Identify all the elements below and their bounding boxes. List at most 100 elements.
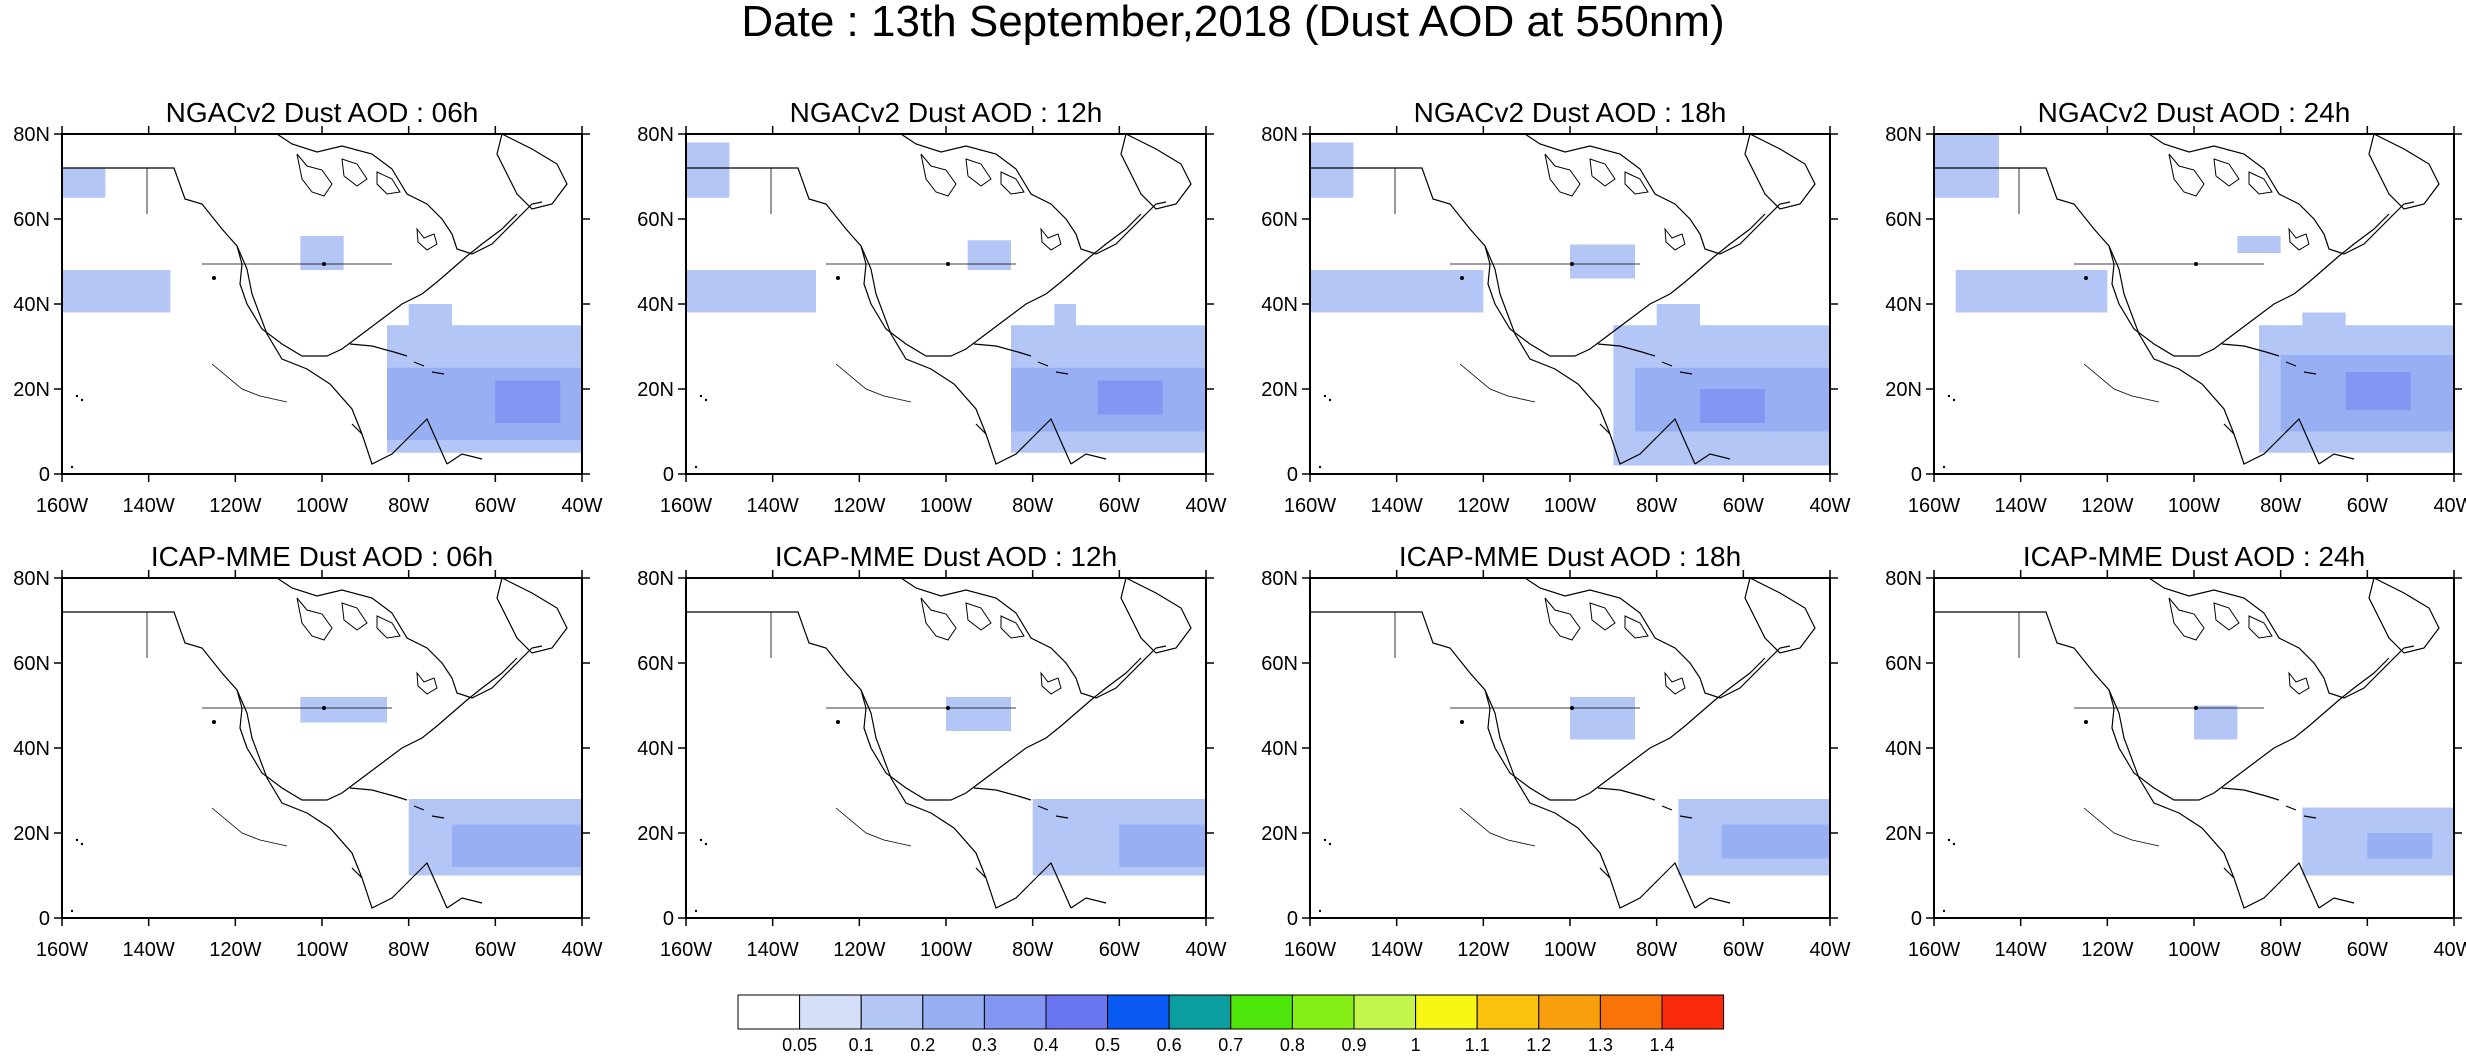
colorbar-label: 1.1 <box>1465 1035 1490 1055</box>
aod-cell <box>946 697 1011 731</box>
aod-cell <box>1097 380 1163 415</box>
colorbar-label: 1.3 <box>1588 1035 1613 1055</box>
lat-tick-label: 20N <box>13 379 50 401</box>
lat-tick-label: 40N <box>637 294 674 316</box>
lat-tick-label: 20N <box>1261 823 1298 845</box>
colorbar-swatch <box>1168 994 1232 1030</box>
lon-tick-label: 120W <box>209 939 261 960</box>
panel-title: NGACv2 Dust AOD : 12h <box>790 97 1103 128</box>
lat-tick-label: 40N <box>1885 738 1922 760</box>
lon-tick-label: 160W <box>36 939 88 960</box>
lat-tick-label: 80N <box>13 568 50 590</box>
aod-cell <box>967 240 1011 270</box>
aod-cell <box>1721 824 1830 859</box>
colorbar-swatch <box>737 994 801 1030</box>
map-panel: NGACv2 Dust AOD : 24h 0 20N 40N 60N 80N 160W 14… <box>1885 97 2466 517</box>
colorbar-label: 1.2 <box>1526 1035 1551 1055</box>
colorbar-swatch <box>983 994 1047 1030</box>
colorbar-swatch <box>922 994 985 1030</box>
colorbar-label: 0.1 <box>849 1035 874 1055</box>
lat-tick-label: 80N <box>1261 568 1298 590</box>
colorbar-swatch <box>1599 994 1663 1030</box>
lat-tick-label: 20N <box>1261 379 1298 401</box>
panel-title: ICAP-MME Dust AOD : 06h <box>151 541 493 572</box>
map-panel: ICAP-MME Dust AOD : 12h 0 20N 40N 60N 80N 160W… <box>637 541 1226 960</box>
colorbar-label: 1.4 <box>1649 1035 1674 1055</box>
aod-cell <box>1570 244 1635 279</box>
lon-tick-label: 140W <box>1371 939 1423 960</box>
lon-tick-label: 120W <box>833 495 885 517</box>
aod-cell <box>1955 270 2108 313</box>
colorbar-label: 0.8 <box>1280 1035 1305 1055</box>
aod-field <box>1310 142 1830 466</box>
lat-tick-label: 40N <box>13 294 50 316</box>
lon-tick-label: 120W <box>1457 495 1509 517</box>
lon-tick-label: 40W <box>1185 495 1226 517</box>
lat-tick-label: 80N <box>1885 568 1922 590</box>
lon-tick-label: 60W <box>475 939 516 960</box>
aod-cell <box>1310 270 1484 313</box>
lon-tick-label: 40W <box>1809 939 1850 960</box>
panel-title: NGACv2 Dust AOD : 24h <box>2038 97 2351 128</box>
aod-field <box>686 142 1206 453</box>
panel-title: NGACv2 Dust AOD : 18h <box>1414 97 1727 128</box>
lon-tick-label: 160W <box>1908 495 1960 517</box>
lat-tick-label: 60N <box>13 653 50 675</box>
colorbar-swatch <box>1045 994 1109 1030</box>
lon-tick-label: 40W <box>2433 495 2466 517</box>
lon-tick-label: 160W <box>1908 939 1960 960</box>
lat-tick-label: 80N <box>637 124 674 146</box>
lon-tick-label: 60W <box>1099 495 1140 517</box>
map-panel: ICAP-MME Dust AOD : 06h 0 20N 40N 60N 80N 160W… <box>13 541 602 960</box>
colorbar-label: 0.9 <box>1341 1035 1366 1055</box>
lat-tick-label: 80N <box>1885 124 1922 146</box>
lat-tick-label: 0 <box>39 464 50 486</box>
aod-cell <box>2237 236 2281 253</box>
lon-tick-label: 160W <box>1284 939 1336 960</box>
lon-tick-label: 40W <box>561 495 602 517</box>
panel-title: ICAP-MME Dust AOD : 18h <box>1399 541 1741 572</box>
lon-tick-label: 140W <box>123 939 175 960</box>
colorbar-label: 0.7 <box>1218 1035 1243 1055</box>
lat-tick-label: 0 <box>1911 908 1922 930</box>
aod-field <box>946 697 1206 876</box>
lon-tick-label: 100W <box>920 495 972 517</box>
lon-tick-label: 80W <box>388 939 429 960</box>
lat-tick-label: 60N <box>1885 209 1922 231</box>
lon-tick-label: 100W <box>2168 495 2220 517</box>
aod-cell <box>62 270 171 313</box>
colorbar-swatch <box>1661 994 1725 1030</box>
lat-tick-label: 20N <box>1885 823 1922 845</box>
lat-tick-label: 60N <box>637 209 674 231</box>
aod-cell <box>495 380 561 423</box>
lon-tick-label: 140W <box>1995 939 2047 960</box>
aod-cell <box>2367 833 2433 859</box>
lon-tick-label: 140W <box>747 939 799 960</box>
lat-tick-label: 20N <box>13 823 50 845</box>
aod-cell <box>1700 389 1765 423</box>
colorbar-swatch <box>860 994 924 1030</box>
lat-tick-label: 20N <box>637 379 674 401</box>
colorbar-swatch <box>1415 994 1478 1030</box>
lon-tick-label: 40W <box>2433 939 2466 960</box>
aod-field <box>300 697 582 876</box>
lon-tick-label: 100W <box>296 495 348 517</box>
lon-tick-label: 60W <box>2347 939 2388 960</box>
lat-tick-label: 0 <box>1287 908 1298 930</box>
lat-tick-label: 40N <box>1885 294 1922 316</box>
lon-tick-label: 120W <box>833 939 885 960</box>
colorbar-swatch <box>1230 994 1293 1030</box>
aod-cell <box>686 270 816 313</box>
lon-tick-label: 100W <box>2168 939 2220 960</box>
colorbar-label: 0.2 <box>910 1035 935 1055</box>
lon-tick-label: 80W <box>1636 939 1677 960</box>
lon-tick-label: 80W <box>1636 495 1677 517</box>
lon-tick-label: 80W <box>2260 939 2301 960</box>
lon-tick-label: 80W <box>1012 495 1053 517</box>
lat-tick-label: 20N <box>637 823 674 845</box>
aod-cell <box>1119 824 1206 867</box>
lon-tick-label: 120W <box>2081 939 2133 960</box>
lat-tick-label: 80N <box>1261 124 1298 146</box>
colorbar-label: 0.4 <box>1033 1035 1058 1055</box>
lat-tick-label: 40N <box>1261 738 1298 760</box>
